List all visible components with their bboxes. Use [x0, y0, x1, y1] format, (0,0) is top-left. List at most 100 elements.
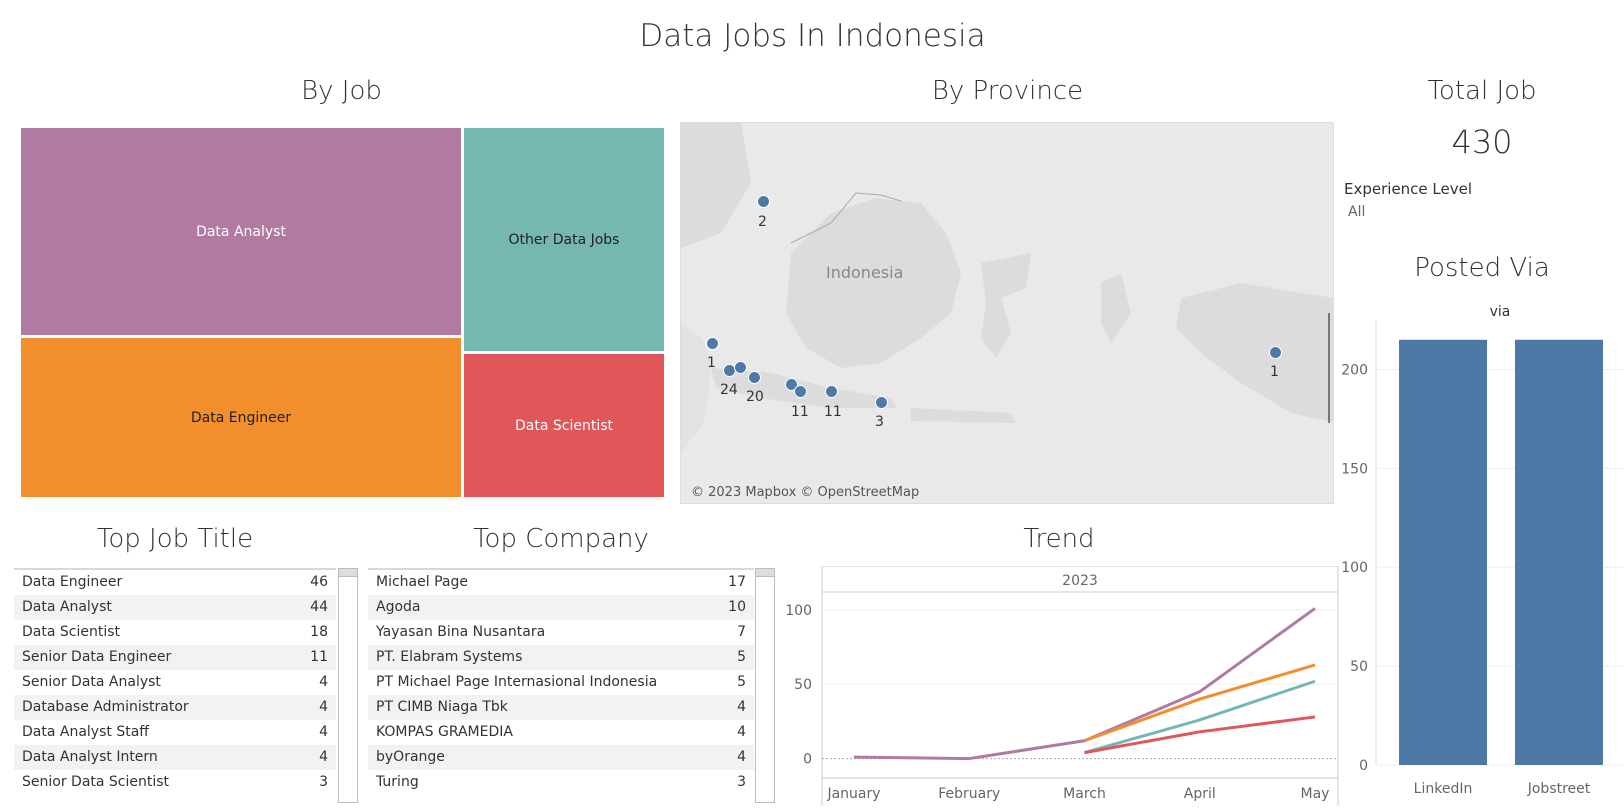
- province-map[interactable]: Indonesia 2 1 24 20 11 11 3 1 © 2023 Map…: [680, 122, 1334, 504]
- row-name: Data Analyst Staff: [22, 724, 149, 740]
- row-name: PT. Elabram Systems: [376, 649, 523, 665]
- trend-line-0: [853, 607, 1316, 761]
- top-company-scrollbar[interactable]: [755, 568, 775, 803]
- by-job-title: By Job: [301, 76, 382, 106]
- row-count: 11: [310, 649, 328, 665]
- map-point[interactable]: [825, 385, 838, 398]
- row-name: PT Michael Page Internasional Indonesia: [376, 674, 658, 690]
- treemap-cell-other-data-jobs[interactable]: Other Data Jobs: [463, 127, 665, 352]
- treemap-label: Data Analyst: [196, 223, 286, 240]
- treemap-cell-data-analyst[interactable]: Data Analyst: [20, 127, 462, 336]
- top-job-title-table: Data Engineer 46 Data Analyst 44 Data Scie…: [14, 568, 336, 805]
- map-point[interactable]: [757, 195, 770, 208]
- row-count: 4: [737, 749, 746, 765]
- map-point[interactable]: [706, 337, 719, 350]
- map-point[interactable]: [1269, 346, 1282, 359]
- row-count: 5: [737, 649, 746, 665]
- scrollbar-thumb[interactable]: [339, 569, 357, 577]
- map-point-label: 11: [791, 404, 809, 420]
- trend-year-label: 2023: [1062, 573, 1098, 589]
- row-count: 5: [737, 674, 746, 690]
- map-point-label: 11: [824, 404, 842, 420]
- table-row[interactable]: KOMPAS GRAMEDIA 4: [368, 720, 754, 745]
- top-job-title-scrollbar[interactable]: [338, 568, 358, 803]
- map-point[interactable]: [748, 371, 761, 384]
- y-tick-label: 200: [1341, 362, 1368, 378]
- table-row[interactable]: Data Analyst 44: [14, 595, 336, 620]
- x-tick-label: May: [1301, 786, 1330, 802]
- by-province-title: By Province: [931, 76, 1084, 106]
- posted-via-header: via: [1489, 304, 1511, 320]
- table-row[interactable]: Senior Data Engineer 11: [14, 645, 336, 670]
- table-row[interactable]: Database Administrator 4: [14, 695, 336, 720]
- table-row[interactable]: Yayasan Bina Nusantara 7: [368, 620, 754, 645]
- treemap-label: Other Data Jobs: [508, 231, 620, 248]
- posted-via-chart: 0 50 100 150 200 LinkedIn Jobstreet: [1341, 320, 1624, 797]
- map-point[interactable]: [734, 361, 747, 374]
- scrollbar-thumb[interactable]: [756, 569, 774, 577]
- trend-line-2: [1084, 679, 1316, 755]
- row-count: 10: [728, 599, 746, 615]
- table-row[interactable]: PT. Elabram Systems 5: [368, 645, 754, 670]
- map-point[interactable]: [794, 385, 807, 398]
- row-name: Data Scientist: [22, 624, 120, 640]
- x-tick-label: January: [826, 786, 880, 802]
- map-attribution[interactable]: © 2023 Mapbox © OpenStreetMap: [691, 485, 920, 500]
- x-tick-label: April: [1184, 786, 1216, 802]
- table-row[interactable]: Senior Data Scientist 3: [14, 770, 336, 795]
- table-row[interactable]: Data Analyst Intern 4: [14, 745, 336, 770]
- top-job-title-heading: Top Job Title: [96, 524, 254, 554]
- row-count: 18: [310, 624, 328, 640]
- x-tick-label: March: [1063, 786, 1106, 802]
- row-name: Data Engineer: [22, 574, 123, 590]
- experience-level-filter[interactable]: All: [1348, 204, 1366, 220]
- table-row[interactable]: Data Engineer 46: [14, 570, 336, 595]
- experience-level-label: Experience Level: [1344, 180, 1473, 198]
- table-row[interactable]: Data Scientist 18: [14, 620, 336, 645]
- dashboard-title: Data Jobs In Indonesia: [639, 18, 986, 54]
- top-company-heading: Top Company: [473, 524, 649, 554]
- row-name: Senior Data Engineer: [22, 649, 172, 665]
- total-job-title: Total Job: [1427, 76, 1537, 106]
- row-count: 3: [319, 774, 328, 790]
- table-row[interactable]: Data Analyst Staff 4: [14, 720, 336, 745]
- row-count: 17: [728, 574, 746, 590]
- trend-title: Trend: [1023, 524, 1095, 554]
- table-row[interactable]: PT CIMB Niaga Tbk 4: [368, 695, 754, 720]
- treemap-cell-data-engineer[interactable]: Data Engineer: [20, 337, 462, 498]
- map-point-label: 1: [1270, 364, 1279, 380]
- table-row[interactable]: Michael Page 17: [368, 570, 754, 595]
- row-name: Michael Page: [376, 574, 468, 590]
- map-point[interactable]: [875, 396, 888, 409]
- y-tick-label: 0: [1359, 758, 1368, 774]
- y-tick-label: 100: [785, 603, 812, 619]
- map-point-label: 3: [875, 414, 884, 430]
- x-tick-label: Jobstreet: [1527, 781, 1591, 797]
- row-count: 4: [319, 749, 328, 765]
- row-name: Senior Data Scientist: [22, 774, 170, 790]
- trend-line-1: [1083, 663, 1316, 743]
- row-count: 44: [310, 599, 328, 615]
- map-point-label: 2: [758, 214, 767, 230]
- bar-jobstreet: [1515, 339, 1603, 765]
- map-point-label: 1: [707, 355, 716, 371]
- row-count: 4: [319, 724, 328, 740]
- row-name: Data Analyst: [22, 599, 112, 615]
- treemap-cell-data-scientist[interactable]: Data Scientist: [463, 353, 665, 498]
- trend-chart: 2023 0 50 100 January February March April May: [785, 566, 1339, 806]
- row-name: Agoda: [376, 599, 421, 615]
- row-name: PT CIMB Niaga Tbk: [376, 699, 508, 715]
- y-tick-label: 100: [1341, 560, 1368, 576]
- table-row[interactable]: byOrange 4: [368, 745, 754, 770]
- table-row[interactable]: PT Michael Page Internasional Indonesia 5: [368, 670, 754, 695]
- row-name: Yayasan Bina Nusantara: [376, 624, 546, 640]
- table-row[interactable]: Turing 3: [368, 770, 754, 795]
- map-country-label: Indonesia: [826, 263, 904, 282]
- row-count: 4: [319, 674, 328, 690]
- table-row[interactable]: Senior Data Analyst 4: [14, 670, 336, 695]
- treemap-label: Data Scientist: [515, 417, 613, 434]
- posted-via-title: Posted Via: [1414, 253, 1550, 283]
- total-job-value: 430: [1451, 123, 1513, 161]
- table-row[interactable]: Agoda 10: [368, 595, 754, 620]
- row-count: 46: [310, 574, 328, 590]
